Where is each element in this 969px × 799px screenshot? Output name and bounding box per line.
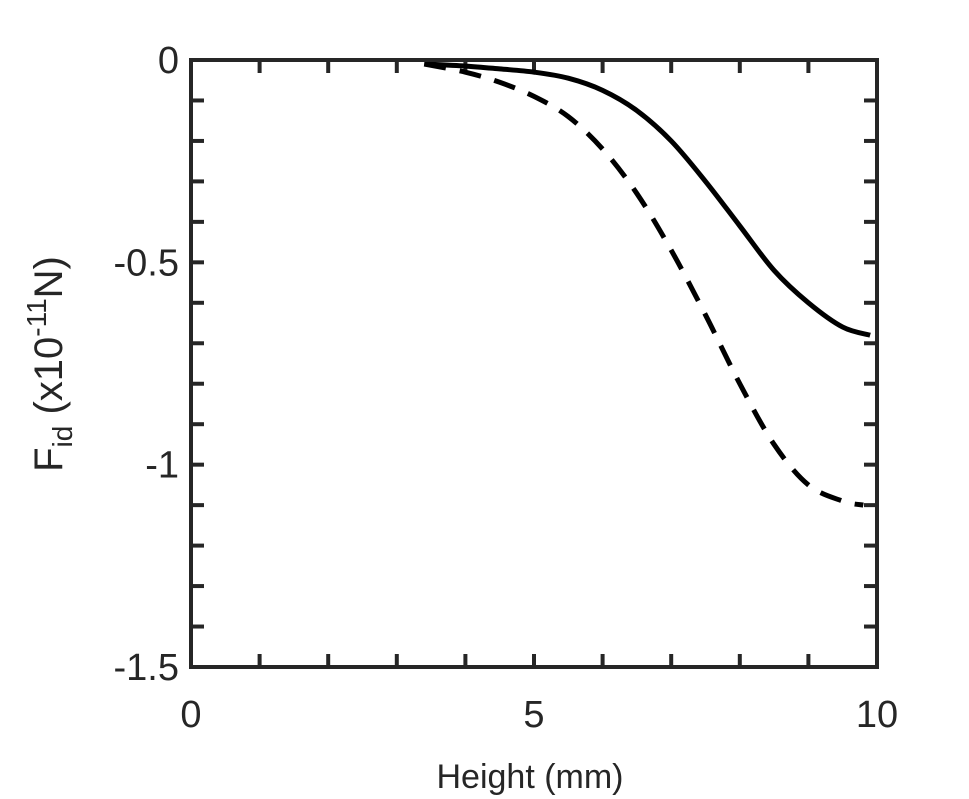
y-axis-label-middle: (x10	[27, 337, 71, 426]
y-tick-label: 0	[158, 40, 179, 82]
y-tick-label: -1.5	[114, 647, 179, 689]
x-tick-label: 10	[856, 694, 898, 736]
y-tick-label: -1	[145, 445, 179, 487]
series-layer	[423, 61, 871, 508]
x-axis-label: Height (mm)	[436, 758, 623, 796]
y-axis-label-subscript: id	[47, 426, 78, 448]
minor-ticks	[189, 58, 879, 669]
tick-labels: 0 5 10 0 -0.5 -1 -1.5	[114, 40, 899, 736]
series-line-solid	[424, 61, 871, 338]
x-tick-label: 0	[180, 694, 201, 736]
x-tick-label: 5	[523, 694, 544, 736]
plot-frame	[189, 58, 879, 669]
y-tick-label: -0.5	[114, 242, 179, 284]
y-axis-label-prefix: F	[27, 447, 71, 471]
y-axis-label-superscript: -11	[21, 298, 52, 336]
series-line-dashed	[423, 61, 864, 508]
y-axis-label-suffix: N)	[27, 256, 71, 298]
y-axis-label: Fid (x10-11N)	[21, 256, 78, 472]
